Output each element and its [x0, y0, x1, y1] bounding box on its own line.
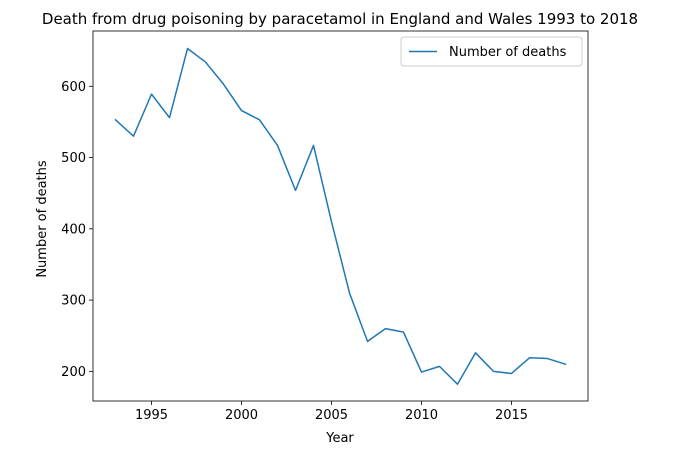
chart-title: Death from drug poisoning by paracetamol… [42, 10, 638, 28]
axes-frame [92, 30, 589, 402]
legend: Number of deaths [400, 36, 583, 67]
x-tick-label-2015: 2015 [495, 408, 528, 423]
series-line-0 [114, 47, 567, 385]
legend-box [400, 36, 583, 67]
y-tick-label-500: 500 [61, 151, 86, 166]
x-tick-label-2000: 2000 [225, 408, 258, 423]
plot-area: 1995 2000 2005 2010 2015 200 300 400 500 600 [61, 30, 589, 423]
y-axis-label: Number of deaths [35, 160, 50, 278]
y-tick-label-200: 200 [61, 365, 86, 380]
x-axis-label: Year [325, 431, 354, 446]
x-tick-label-2010: 2010 [405, 408, 438, 423]
y-tick-label-300: 300 [61, 294, 86, 309]
legend-entry-label: Number of deaths [449, 45, 567, 60]
y-tick-label-400: 400 [61, 222, 86, 237]
x-tick-label-1995: 1995 [135, 408, 168, 423]
y-tick-label-600: 600 [61, 80, 86, 95]
x-tick-label-2005: 2005 [315, 408, 348, 423]
